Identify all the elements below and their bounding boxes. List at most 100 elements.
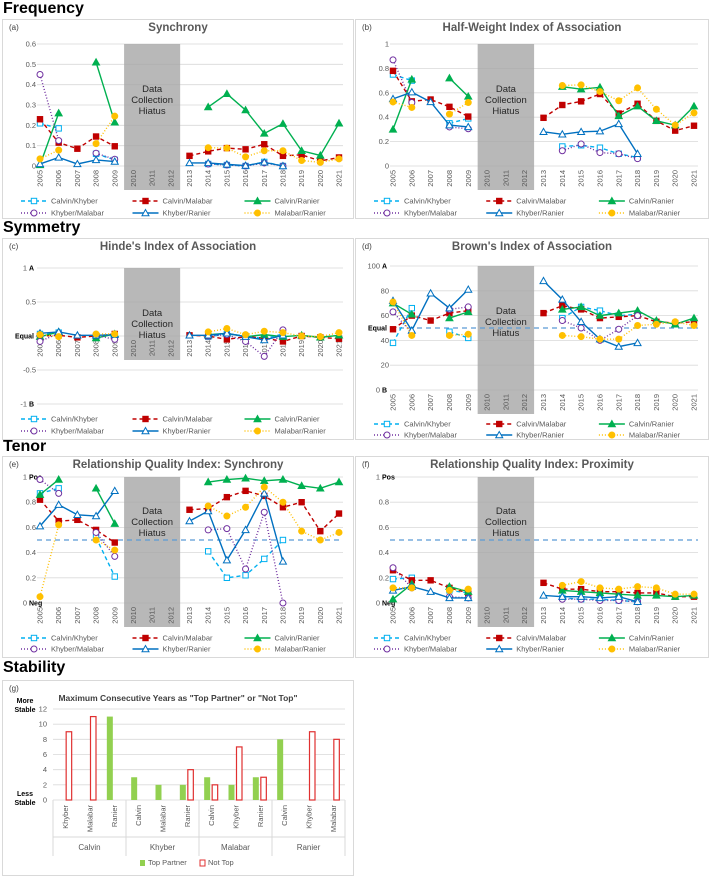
data-point — [596, 88, 604, 96]
data-point — [315, 150, 325, 159]
data-point — [335, 510, 343, 517]
legend-item: Calvin/Malabar — [486, 420, 567, 429]
legend-label: Calvin/Malabar — [163, 415, 214, 424]
data-point — [111, 552, 119, 560]
data-point — [92, 528, 100, 536]
legend-marker — [383, 645, 391, 653]
bar-not-top — [260, 776, 267, 801]
legend-item: Calvin/Malabar — [132, 197, 213, 206]
x-tick-label: 2009 — [464, 394, 473, 411]
x-tick-label: 2005 — [389, 607, 398, 624]
legend-marker — [383, 197, 391, 205]
series-line — [561, 306, 638, 319]
data-point — [261, 141, 268, 148]
data-point — [316, 536, 324, 544]
x-tick-label: 2007 — [73, 607, 82, 624]
data-point — [464, 99, 472, 107]
bar-not-top — [211, 784, 219, 801]
legend-label: Top Partner — [148, 858, 187, 867]
data-point — [445, 331, 453, 339]
data-point — [297, 146, 306, 154]
data-point — [259, 157, 269, 166]
data-point — [204, 502, 212, 510]
panel-synchrony: 0 0.1 0.2 0.3 0.4 0.5 0.6 Data Collection Hiatus 2… — [2, 19, 354, 219]
data-point — [279, 147, 287, 155]
y-tick-label: 1 — [23, 473, 27, 482]
legend-marker — [607, 196, 617, 205]
data-point — [335, 155, 343, 163]
data-point — [111, 539, 118, 546]
data-point — [242, 146, 249, 153]
data-point — [445, 110, 453, 118]
data-point — [576, 302, 586, 311]
y-tick-label: 0 — [32, 162, 36, 171]
series-line — [189, 161, 284, 167]
y-top-label: Stable — [14, 707, 35, 714]
legend-label: Calvin/Khyber — [404, 634, 451, 643]
x-tick-label: 2021 — [690, 170, 699, 187]
hiatus-band — [124, 268, 181, 360]
data-point — [204, 526, 212, 534]
x-tick-label: 2009 — [110, 607, 119, 624]
data-point — [298, 332, 306, 340]
data-point — [54, 475, 64, 483]
hiatus-label: Data — [496, 506, 517, 517]
x-tick-label: 2017 — [260, 340, 269, 357]
x-tick-label: 2010 — [483, 607, 492, 624]
x-tick-label: 2006 — [54, 607, 63, 624]
data-point — [91, 155, 101, 164]
chart-svg: 1 Pos 0.8 0.6 0.4 0.2 0 Neg DataCollectionHiatus… — [21, 473, 344, 654]
category-label: Khyber — [61, 804, 70, 828]
x-tick-label: 2019 — [652, 394, 661, 411]
x-tick-label: 2005 — [36, 170, 45, 187]
y-tick-label: 0 — [385, 162, 389, 171]
data-point — [91, 57, 101, 66]
x-tick-label: 2007 — [426, 170, 435, 187]
bar-top-partner — [155, 784, 162, 800]
bar-not-top — [308, 731, 316, 801]
data-point — [55, 146, 63, 154]
data-point — [445, 73, 454, 82]
data-point — [615, 97, 623, 105]
data-point — [557, 129, 567, 138]
series-line — [392, 301, 413, 336]
legend-marker — [494, 208, 504, 217]
panel-label: (d) — [362, 242, 372, 251]
legend-marker — [253, 414, 262, 423]
category-label: Calvin — [207, 805, 216, 826]
x-tick-label: 2015 — [222, 607, 231, 624]
data-point — [241, 473, 250, 482]
data-point — [110, 519, 120, 527]
hiatus-label: Collection — [485, 317, 527, 328]
x-tick-label: 2020 — [316, 170, 325, 187]
x-tick-label: 2011 — [148, 607, 157, 623]
data-point — [446, 103, 453, 111]
data-point — [242, 153, 250, 161]
bar-top-partner — [252, 777, 259, 800]
data-point — [222, 475, 232, 483]
data-point — [92, 330, 100, 338]
data-point — [278, 475, 288, 483]
data-point — [595, 593, 605, 602]
data-point — [388, 594, 398, 603]
y-tick-label: 0.2 — [26, 121, 36, 130]
data-point — [652, 116, 661, 125]
chart-svg: 1 Pos 0.8 0.6 0.4 0.2 0 Neg DataCollectionHiatus… — [374, 473, 699, 654]
category-label: Khyber — [232, 804, 241, 828]
category-label: Malabar — [159, 805, 168, 833]
data-point — [576, 317, 586, 325]
x-tick-label: 2005 — [389, 170, 398, 187]
series-line — [95, 537, 116, 577]
y-tick-label: 0 — [376, 599, 380, 608]
data-point — [576, 84, 586, 93]
data-point — [73, 330, 82, 339]
hiatus-band — [477, 266, 535, 414]
data-point — [259, 128, 269, 137]
data-point — [55, 137, 63, 145]
panel-hinde-index: 1 A 0.5 Equal -0.5 -1 B Data Collection Hiatus 200… — [2, 238, 354, 440]
x-tick-label: 2014 — [558, 394, 567, 411]
y-tick-label: 0.4 — [379, 113, 389, 122]
legend-label: Calvin/Khyber — [51, 197, 98, 206]
legend-marker — [383, 209, 391, 217]
